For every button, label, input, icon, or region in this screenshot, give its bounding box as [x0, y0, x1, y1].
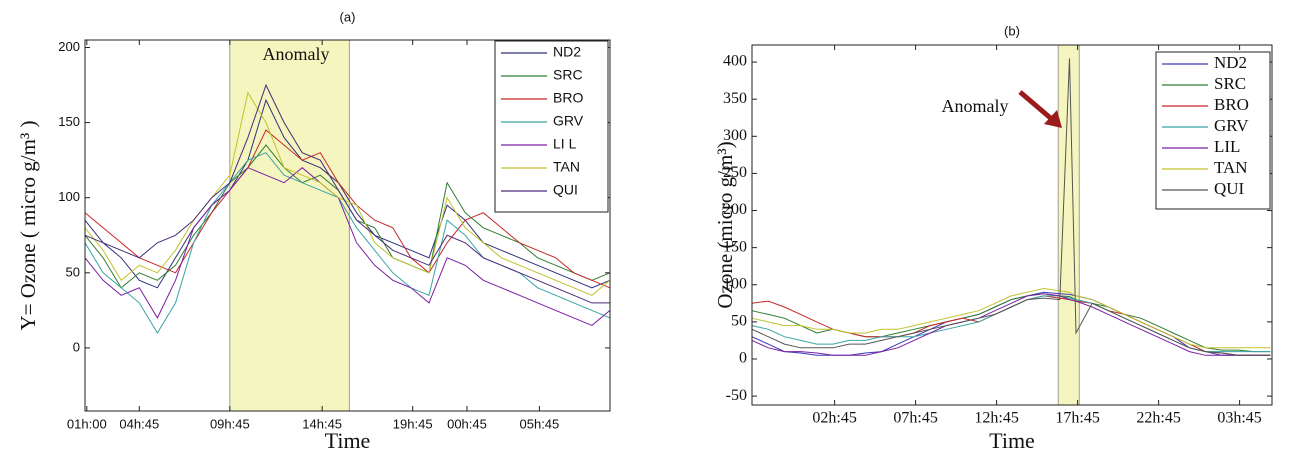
x-tick-label: 09h:45 — [210, 416, 250, 431]
x-tick-label: 04h:45 — [119, 416, 159, 431]
y-tick-label: 400 — [723, 53, 747, 70]
y-tick-label: 100 — [723, 275, 747, 292]
x-tick-label: 19h:45 — [393, 416, 433, 431]
legend-label: LI L — [553, 136, 577, 152]
series-line — [751, 58, 1271, 356]
x-tick-label: 07h:45 — [893, 410, 937, 427]
series-line — [84, 83, 610, 304]
legend-box — [1155, 51, 1271, 210]
x-tick-label: 12h:45 — [974, 410, 1018, 427]
anomaly-band — [1057, 44, 1080, 406]
x-tick-label: 00h:45 — [447, 416, 487, 431]
x-tick-label: 05h:45 — [520, 416, 560, 431]
series-line — [751, 293, 1271, 353]
x-axis-label: Time — [325, 428, 371, 453]
legend-label: BRO — [1214, 95, 1249, 114]
series-line — [84, 91, 611, 296]
y-axis-label: Y= Ozone ( micro g/m³ ) — [16, 120, 40, 330]
series-line — [751, 293, 1271, 356]
series-line — [751, 295, 1271, 356]
panel-title: (a) — [340, 9, 356, 24]
x-tick-label: 17h:45 — [1055, 410, 1099, 427]
legend-label: ND2 — [1214, 53, 1247, 72]
series-line — [84, 98, 611, 289]
annotation-arrow — [1018, 90, 1056, 123]
series-line — [751, 295, 1271, 353]
panel-title: (b) — [1004, 23, 1020, 38]
x-axis-label: Time — [989, 428, 1035, 453]
y-tick-label: -50 — [726, 387, 747, 404]
legend-label: GRV — [553, 113, 584, 129]
y-tick-label: 150 — [723, 238, 747, 255]
legend-label: TAN — [1214, 158, 1248, 177]
legend-label: GRV — [1214, 116, 1249, 135]
plot-frame — [84, 39, 611, 412]
y-tick-label: 150 — [58, 114, 80, 129]
x-tick-label: 01h:00 — [67, 416, 107, 431]
y-tick-label: 300 — [723, 127, 747, 144]
series-line — [84, 129, 611, 289]
annotation: Anomaly — [263, 44, 330, 64]
y-tick-label: 350 — [723, 90, 747, 107]
legend-label: QUI — [553, 182, 578, 198]
annotation-arrowhead — [1044, 110, 1062, 128]
legend-label: SRC — [553, 67, 583, 83]
annotation: Anomaly — [942, 96, 1009, 116]
y-tick-label: 0 — [739, 350, 747, 367]
legend-label: SRC — [1214, 74, 1246, 93]
y-tick-label: 200 — [58, 39, 80, 54]
plot-frame — [751, 44, 1273, 406]
y-tick-label: 250 — [723, 164, 747, 181]
legend-label: TAN — [553, 159, 580, 175]
series-line — [84, 152, 611, 334]
series-line — [84, 167, 611, 326]
series-line — [751, 287, 1271, 349]
x-tick-label: 02h:45 — [812, 410, 856, 427]
legend-label: QUI — [1214, 179, 1245, 198]
legend-box — [494, 40, 609, 213]
x-tick-label: 03h:45 — [1217, 410, 1261, 427]
legend-label: ND2 — [553, 44, 581, 60]
y-axis-label: Ozone (micro g/m³) — [713, 141, 737, 308]
y-tick-label: 50 — [66, 264, 80, 279]
y-tick-label: 0 — [73, 339, 80, 354]
y-tick-label: 200 — [723, 201, 747, 218]
legend-label: LIL — [1214, 137, 1240, 156]
x-tick-label: 22h:45 — [1136, 410, 1180, 427]
anomaly-band — [229, 39, 350, 412]
x-tick-label: 14h:45 — [302, 416, 342, 431]
legend-label: BRO — [553, 90, 583, 106]
y-tick-label: 100 — [58, 189, 80, 204]
y-tick-label: 50 — [731, 313, 747, 330]
